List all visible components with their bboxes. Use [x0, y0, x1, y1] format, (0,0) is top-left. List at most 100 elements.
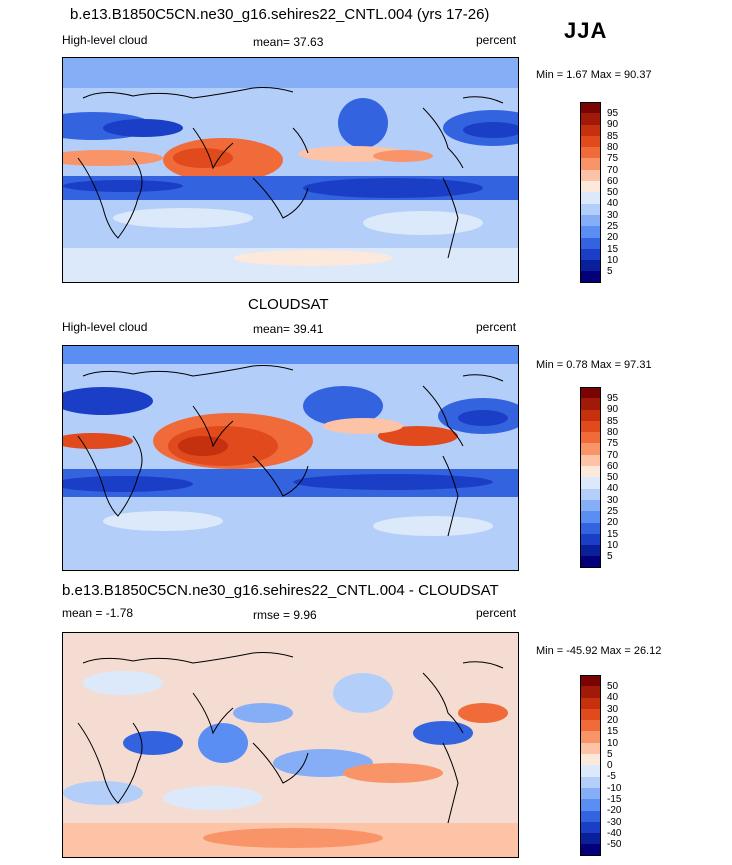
colorbar-label: 20: [607, 232, 619, 244]
panel2-mean-label: mean= 39.41: [253, 322, 324, 336]
colorbar-cell: [580, 260, 601, 272]
colorbar-label: 40: [607, 692, 619, 704]
colorbar-cell: [580, 226, 601, 238]
colorbar-cell: [580, 708, 601, 721]
colorbar-cell: [580, 833, 601, 845]
colorbar-label: 10: [607, 254, 619, 266]
colorbar-cell: [580, 102, 601, 114]
colorbar-cell: [580, 556, 601, 568]
colorbar-label: 30: [607, 209, 619, 221]
colorbar-label: 90: [607, 404, 619, 416]
panel1-colorbar: [580, 102, 601, 283]
colorbar-cell: [580, 776, 601, 788]
colorbar-cell: [580, 545, 601, 557]
colorbar-label: 80: [607, 141, 619, 153]
colorbar-cell: [580, 409, 601, 421]
colorbar-cell: [580, 466, 601, 478]
panel2-minmax: Min = 0.78 Max = 97.31: [536, 359, 652, 371]
panel3-colorbar: [580, 675, 601, 856]
panel1-left-label: High-level cloud: [62, 33, 148, 47]
colorbar-cell: [580, 787, 601, 800]
colorbar-label: -30: [607, 816, 622, 828]
colorbar-label: 30: [607, 494, 619, 506]
colorbar-label: -15: [607, 794, 622, 805]
colorbar-label: 75: [607, 153, 619, 165]
colorbar-label: 50: [607, 681, 619, 692]
panel1-map: [62, 57, 519, 283]
colorbar-cell: [580, 821, 601, 834]
colorbar-cell: [580, 237, 601, 249]
colorbar-label: 85: [607, 130, 619, 142]
colorbar-cell: [580, 731, 601, 743]
colorbar-cell: [580, 135, 601, 148]
colorbar-label: 10: [607, 737, 619, 749]
colorbar-label: -10: [607, 782, 622, 794]
colorbar-label: -40: [607, 827, 622, 839]
colorbar-cell: [580, 720, 601, 732]
colorbar-label: 75: [607, 438, 619, 450]
colorbar-label: 90: [607, 119, 619, 131]
panel2-left-label: High-level cloud: [62, 320, 148, 334]
colorbar-label: 95: [607, 393, 619, 404]
colorbar-cell: [580, 443, 601, 455]
colorbar-cell: [580, 169, 601, 182]
colorbar-cell: [580, 113, 601, 125]
panel2-map: [62, 345, 519, 571]
colorbar-cell: [580, 844, 601, 856]
colorbar-label: -20: [607, 805, 622, 817]
colorbar-cell: [580, 454, 601, 467]
colorbar-label: 70: [607, 164, 619, 176]
colorbar-label: 25: [607, 221, 619, 232]
colorbar-label: 40: [607, 483, 619, 495]
colorbar-label: 60: [607, 460, 619, 472]
colorbar-label: 95: [607, 108, 619, 119]
colorbar-label: 10: [607, 539, 619, 551]
colorbar-label: 40: [607, 198, 619, 210]
colorbar-label: -50: [607, 839, 622, 851]
panel3-minmax: Min = -45.92 Max = 26.12: [536, 645, 662, 657]
panel2-units-label: percent: [476, 320, 517, 334]
colorbar-label: 15: [607, 528, 619, 540]
colorbar-cell: [580, 533, 601, 546]
colorbar-label: 15: [607, 243, 619, 255]
colorbar-label: 5: [607, 748, 613, 760]
colorbar-cell: [580, 754, 601, 766]
panel2-title: CLOUDSAT: [248, 296, 329, 313]
colorbar-cell: [580, 203, 601, 215]
colorbar-label: -5: [607, 771, 616, 783]
colorbar-cell: [580, 147, 601, 159]
colorbar-cell: [580, 765, 601, 777]
colorbar-cell: [580, 271, 601, 283]
colorbar-cell: [580, 432, 601, 444]
panel3-mean-label: mean = -1.78: [62, 606, 134, 620]
panel3-units-label: percent: [476, 606, 517, 620]
colorbar-label: 50: [607, 187, 619, 199]
panel2-colorbar: [580, 387, 601, 568]
panel1-mean-label: mean= 37.63: [253, 35, 324, 49]
colorbar-cell: [580, 124, 601, 136]
panel3-map: [62, 632, 519, 858]
colorbar-cell: [580, 248, 601, 261]
panel3-title: b.e13.B1850C5CN.ne30_g16.sehires22_CNTL.…: [62, 582, 499, 599]
colorbar-cell: [580, 742, 601, 755]
colorbar-label: 85: [607, 415, 619, 427]
colorbar-cell: [580, 398, 601, 410]
colorbar-cell: [580, 511, 601, 523]
panel1-units-label: percent: [476, 33, 517, 47]
panel3-rmse-label: rmse = 9.96: [253, 608, 317, 622]
colorbar-cell: [580, 810, 601, 822]
colorbar-cell: [580, 214, 601, 227]
colorbar-cell: [580, 387, 601, 399]
colorbar-cell: [580, 420, 601, 433]
colorbar-cell: [580, 522, 601, 534]
colorbar-label: 5: [607, 266, 613, 278]
colorbar-label: 0: [607, 760, 613, 772]
colorbar-label: 15: [607, 726, 619, 738]
colorbar-label: 80: [607, 426, 619, 438]
colorbar-cell: [580, 477, 601, 489]
season-label: JJA: [564, 18, 608, 43]
colorbar-cell: [580, 799, 601, 811]
panel1-minmax: Min = 1.67 Max = 90.37: [536, 69, 652, 81]
colorbar-label: 50: [607, 472, 619, 484]
colorbar-label: 20: [607, 714, 619, 726]
